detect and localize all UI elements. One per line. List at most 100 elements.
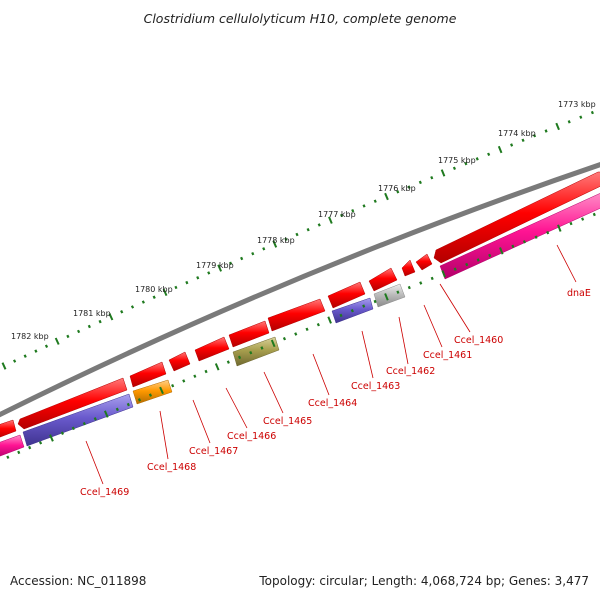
- gene-label-dnaE: dnaE: [567, 288, 591, 299]
- scale-major-tick: [1, 362, 7, 370]
- scale-major-tick: [54, 337, 60, 345]
- scale-label-1773: 1773 kbp: [558, 100, 596, 109]
- inner-scale-minor-tick: [38, 441, 43, 445]
- scale-major-tick: [328, 216, 333, 224]
- gene-label-ccel-1463: Ccel_1463: [351, 381, 400, 392]
- gene-arrow-pink-dnaE: [439, 193, 600, 280]
- scale-minor-tick: [418, 180, 422, 185]
- scale-minor-tick: [130, 305, 135, 309]
- scale-minor-tick: [23, 354, 27, 358]
- inner-scale-minor-tick: [71, 426, 75, 431]
- reverse-strand-genes: [0, 193, 600, 457]
- scale-minor-tick: [262, 247, 266, 251]
- leader-ccel-1466: [225, 387, 248, 429]
- leader-ccel-1463: [361, 330, 374, 379]
- leader-dnaE: [556, 244, 577, 283]
- inner-scale-minor-tick: [204, 369, 208, 374]
- scale-label-1774: 1774 kbp: [498, 129, 536, 138]
- inner-scale-minor-tick: [226, 360, 230, 364]
- gene-label-ccel-1467: Ccel_1467: [189, 446, 238, 457]
- scale-minor-tick: [66, 334, 70, 339]
- scale-label-1777: 1777 kbp: [318, 210, 356, 219]
- inner-scale-minor-tick: [282, 336, 287, 341]
- leader-ccel-1461: [423, 304, 443, 348]
- scale-minor-tick: [229, 261, 233, 266]
- scale-minor-tick: [362, 204, 366, 208]
- forward-strand-genes: [0, 171, 600, 438]
- inner-scale-minor-tick: [419, 281, 423, 285]
- inner-scale-minor-tick: [17, 450, 21, 455]
- scale-minor-tick: [174, 285, 178, 290]
- gene-arrow-red-5: [327, 281, 366, 309]
- leader-ccel-1468: [159, 410, 169, 460]
- inner-scale-minor-tick: [373, 299, 377, 304]
- inner-scale-minor-tick: [182, 379, 186, 383]
- scale-minor-tick: [340, 213, 344, 218]
- inner-scale-minor-tick: [305, 327, 309, 332]
- scale-labels: 1773 kbp 1774 kbp 1775 kbp 1776 kbp 1777…: [11, 100, 596, 341]
- gene-arrow-red-6: [267, 298, 326, 332]
- scale-minor-tick: [120, 310, 124, 314]
- gene-label-ccel-1466: Ccel_1466: [227, 431, 276, 442]
- leader-ccel-1462: [398, 316, 409, 365]
- inner-scale-minor-tick: [350, 308, 354, 313]
- scale-major-tick: [162, 288, 168, 297]
- scale-minor-tick: [207, 271, 211, 275]
- inner-scale-minor-tick: [430, 276, 434, 281]
- scale-label-1781: 1781 kbp: [73, 309, 111, 318]
- scale-minor-tick: [240, 256, 244, 261]
- inner-scale-minor-tick: [511, 244, 515, 248]
- scale-minor-tick: [152, 295, 156, 299]
- inner-scale-major-tick: [214, 363, 220, 371]
- scale-label-1779: 1779 kbp: [196, 261, 234, 270]
- gene-arrow-purple-2: [22, 393, 134, 447]
- scale-minor-tick: [77, 329, 81, 334]
- scale-minor-tick: [544, 129, 548, 133]
- scale-label-1778: 1778 kbp: [257, 236, 295, 245]
- scale-minor-tick: [487, 152, 491, 157]
- inner-scale-minor-tick: [488, 253, 492, 258]
- scale-major-tick: [555, 122, 560, 131]
- inner-scale-minor-tick: [316, 322, 320, 327]
- scale-major-tick: [272, 240, 278, 248]
- inner-scale-minor-tick: [534, 235, 538, 239]
- scale-minor-tick: [98, 319, 102, 324]
- inner-scale-minor-tick: [476, 258, 480, 262]
- inner-scale-major-tick: [103, 410, 109, 418]
- scale-minor-tick: [87, 324, 91, 329]
- scale-major-tick: [497, 145, 503, 154]
- gene-arrow-gray: [373, 283, 406, 308]
- scale-minor-tick: [464, 161, 468, 166]
- inner-scale-major-tick: [49, 434, 54, 442]
- scale-minor-tick: [317, 223, 321, 227]
- gene-arrow-red-4: [368, 267, 398, 292]
- scale-minor-tick: [284, 237, 288, 242]
- inner-scale-minor-tick: [465, 262, 469, 267]
- gene-arrow-red-9: [168, 351, 191, 372]
- scale-minor-tick: [44, 344, 49, 348]
- inner-scale-major-tick: [441, 270, 446, 278]
- scale-minor-tick: [396, 190, 400, 194]
- gene-label-ccel-1469: Ccel_1469: [80, 487, 129, 498]
- scale-minor-tick: [251, 251, 255, 256]
- scale-minor-tick: [475, 157, 479, 161]
- gene-arrow-olive: [232, 336, 280, 367]
- gene-label-ccel-1465: Ccel_1465: [263, 416, 312, 427]
- inner-scale-ticks: [6, 212, 596, 459]
- scale-minor-tick: [13, 359, 17, 363]
- scale-minor-tick: [34, 349, 38, 353]
- inner-scale-minor-tick: [115, 407, 119, 412]
- gene-arrow-red-3: [401, 259, 416, 277]
- scale-minor-tick: [532, 133, 537, 138]
- scale-minor-tick: [452, 166, 457, 171]
- gene-label-ccel-1464: Ccel_1464: [308, 398, 357, 409]
- scale-minor-tick: [351, 208, 355, 213]
- inner-scale-major-tick: [327, 316, 332, 324]
- inner-scale-minor-tick: [453, 267, 457, 271]
- gene-arrow-orange: [132, 379, 173, 405]
- inner-scale-minor-tick: [249, 350, 253, 355]
- scale-label-1780: 1780 kbp: [135, 285, 173, 294]
- scale-label-1775: 1775 kbp: [438, 156, 476, 165]
- gene-arrow-red-12: [0, 419, 17, 438]
